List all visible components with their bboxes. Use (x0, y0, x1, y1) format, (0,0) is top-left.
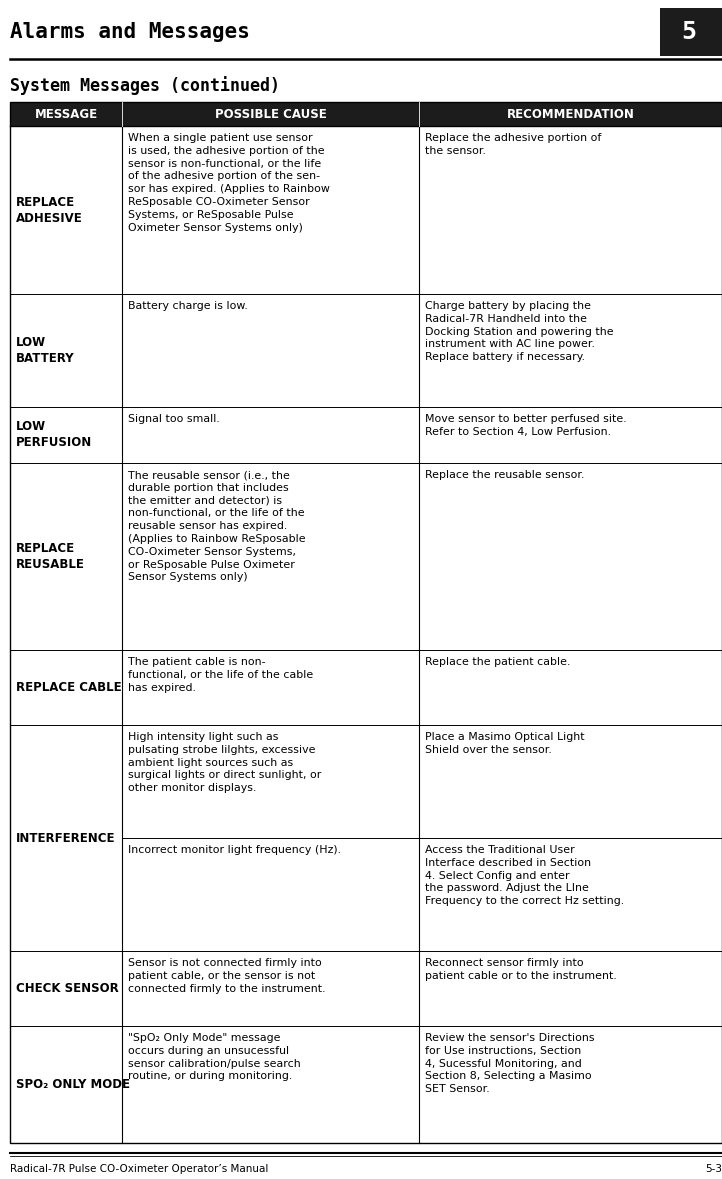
Text: Move sensor to better perfused site.
Refer to Section 4, Low Perfusion.: Move sensor to better perfused site. Ref… (425, 414, 627, 436)
Text: Replace the adhesive portion of
the sensor.: Replace the adhesive portion of the sens… (425, 133, 601, 156)
Bar (10, 650, 722, 725)
Text: Radical-7R Pulse CO-Oximeter Operator’s Manual: Radical-7R Pulse CO-Oximeter Operator’s … (10, 1164, 269, 1174)
Bar (10, 725, 722, 951)
Bar (10, 951, 722, 1026)
Text: POSSIBLE CAUSE: POSSIBLE CAUSE (214, 107, 326, 120)
Bar (10, 103, 722, 1142)
Bar (10, 126, 722, 294)
Text: Access the Traditional User
Interface described in Section
4. Select Config and : Access the Traditional User Interface de… (425, 845, 624, 907)
Bar (10, 463, 722, 650)
Text: MESSAGE: MESSAGE (35, 107, 97, 120)
Text: The reusable sensor (i.e., the
durable portion that includes
the emitter and det: The reusable sensor (i.e., the durable p… (128, 470, 305, 582)
Text: System Messages (continued): System Messages (continued) (10, 75, 280, 95)
Text: High intensity light such as
pulsating strobe lilghts, excessive
ambient light s: High intensity light such as pulsating s… (128, 732, 321, 793)
Text: 5-3: 5-3 (705, 1164, 722, 1174)
Bar (660, 8, 722, 55)
Text: Replace the patient cable.: Replace the patient cable. (425, 657, 570, 667)
Text: SPO₂ ONLY MODE: SPO₂ ONLY MODE (16, 1078, 130, 1091)
Text: Incorrect monitor light frequency (Hz).: Incorrect monitor light frequency (Hz). (128, 845, 341, 855)
Text: REPLACE
ADHESIVE: REPLACE ADHESIVE (16, 196, 83, 224)
Text: LOW
BATTERY: LOW BATTERY (16, 336, 74, 365)
Text: RECOMMENDATION: RECOMMENDATION (507, 107, 635, 120)
Text: Battery charge is low.: Battery charge is low. (128, 301, 248, 311)
Bar (10, 294, 722, 407)
Text: REPLACE
REUSABLE: REPLACE REUSABLE (16, 542, 85, 571)
Bar (10, 103, 722, 126)
Text: Reconnect sensor firmly into
patient cable or to the instrument.: Reconnect sensor firmly into patient cab… (425, 959, 617, 981)
Text: CHECK SENSOR: CHECK SENSOR (16, 982, 118, 995)
Text: Replace the reusable sensor.: Replace the reusable sensor. (425, 470, 584, 480)
Text: Alarms and Messages: Alarms and Messages (10, 22, 250, 42)
Text: When a single patient use sensor
is used, the adhesive portion of the
sensor is : When a single patient use sensor is used… (128, 133, 330, 232)
Text: Signal too small.: Signal too small. (128, 414, 219, 424)
Text: Sensor is not connected firmly into
patient cable, or the sensor is not
connecte: Sensor is not connected firmly into pati… (128, 959, 326, 994)
Bar (10, 407, 722, 463)
Text: LOW
PERFUSION: LOW PERFUSION (16, 421, 92, 449)
Text: The patient cable is non-
functional, or the life of the cable
has expired.: The patient cable is non- functional, or… (128, 657, 313, 692)
Bar (10, 1026, 722, 1142)
Text: Review the sensor's Directions
for Use instructions, Section
4, Sucessful Monito: Review the sensor's Directions for Use i… (425, 1033, 595, 1094)
Text: Charge battery by placing the
Radical-7R Handheld into the
Docking Station and p: Charge battery by placing the Radical-7R… (425, 301, 614, 362)
Text: Place a Masimo Optical Light
Shield over the sensor.: Place a Masimo Optical Light Shield over… (425, 732, 585, 755)
Text: 5: 5 (682, 20, 697, 44)
Text: INTERFERENCE: INTERFERENCE (16, 831, 116, 844)
Text: "SpO₂ Only Mode" message
occurs during an unsucessful
sensor calibration/pulse s: "SpO₂ Only Mode" message occurs during a… (128, 1033, 301, 1081)
Text: REPLACE CABLE: REPLACE CABLE (16, 681, 121, 694)
